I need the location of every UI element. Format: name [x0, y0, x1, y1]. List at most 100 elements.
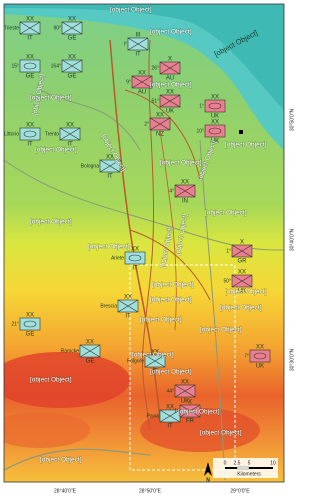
- unit-echelon: XX: [181, 180, 189, 186]
- unit-symbol: [159, 94, 181, 108]
- unit-nation: IT: [135, 52, 141, 58]
- unit-symbol: [127, 37, 149, 51]
- unit-echelon: XX: [151, 350, 159, 356]
- unit-nation: IT: [107, 174, 113, 180]
- unit-name: Ramcke: [61, 348, 80, 354]
- place-name: [object Object]: [150, 29, 192, 36]
- unit-nation: UK: [211, 139, 219, 145]
- unit-nation: GE: [26, 332, 35, 338]
- unit-box: [19, 317, 41, 331]
- unit-echelon: XX: [68, 17, 76, 23]
- unit-nation: AU: [166, 76, 174, 82]
- place-name: [object Object]: [35, 147, 77, 154]
- unit-nation: NZ: [156, 132, 164, 138]
- unit-nation: UK: [181, 399, 189, 405]
- unit-echelon: XX: [131, 247, 139, 253]
- scale-tick-label: 5: [248, 460, 251, 466]
- place-name: [object Object]: [160, 160, 202, 167]
- unit-nation: GE: [68, 74, 77, 80]
- longitude-label: 28°40'0"E: [54, 488, 77, 494]
- unit-echelon: XX: [124, 295, 132, 301]
- unit-symbol: [23, 62, 37, 70]
- place-name: [object Object]: [200, 327, 242, 334]
- unit-box: [124, 251, 146, 265]
- map: XXITTriesteXXGE90°XXGE15°XXGE164°IIIITI°…: [3, 3, 295, 494]
- unit-symbol: [208, 102, 222, 110]
- unit-name: I°: [124, 41, 127, 47]
- unit-name: 10°: [196, 128, 204, 134]
- place-name: [object Object]: [88, 244, 130, 251]
- place-name: [object Object]: [152, 282, 194, 289]
- unit-name: 50°: [223, 278, 231, 284]
- unit-name: 7°: [244, 353, 249, 359]
- unit-echelon: XX: [26, 17, 34, 23]
- unit-name: 21°: [11, 321, 19, 327]
- unit-echelon: XX: [26, 313, 34, 319]
- unit-nation: UK: [238, 289, 246, 295]
- unit-nation: IT: [167, 424, 173, 430]
- unit-symbol: [159, 409, 181, 423]
- place-name: [object Object]: [132, 352, 174, 359]
- unit-box: [19, 59, 41, 73]
- unit-nation: IT: [27, 36, 33, 42]
- unit-symbol: [253, 352, 267, 360]
- place-name: [object Object]: [205, 210, 247, 217]
- unit-box: [204, 124, 226, 138]
- unit-echelon: XX: [26, 55, 34, 61]
- unit-echelon: XX: [156, 113, 164, 119]
- latitude-label: 30°40'0"N: [289, 228, 295, 251]
- place-name: [object Object]: [200, 430, 242, 437]
- unit-nation: UK: [211, 114, 219, 120]
- place-name: [object Object]: [220, 305, 262, 312]
- unit-nation: IN: [182, 199, 188, 205]
- unit-symbol: [131, 75, 153, 89]
- unit-symbol: [117, 299, 139, 313]
- unit-echelon: XX: [211, 95, 219, 101]
- unit-symbol: [61, 59, 83, 73]
- unit-nation: IT: [152, 369, 158, 375]
- scale-tick-label: 2.5: [234, 460, 241, 466]
- unit-name: 2°: [144, 121, 149, 127]
- unit-symbol: [208, 127, 222, 135]
- unit-echelon: XX: [181, 380, 189, 386]
- place-name: [object Object]: [30, 219, 72, 226]
- place-name: [object Object]: [150, 369, 192, 376]
- unit-symbol: [19, 21, 41, 35]
- unit-echelon: XX: [68, 55, 76, 61]
- unit-nation: GR: [238, 259, 248, 265]
- unit-box: [204, 99, 226, 113]
- unit-nation: AU: [138, 90, 146, 96]
- scale-bar: [204, 458, 278, 478]
- unit-name: 90°: [53, 25, 61, 31]
- unit-nation: IT: [132, 266, 138, 272]
- place-name: [object Object]: [225, 289, 267, 296]
- unit-name: 1°: [226, 248, 231, 254]
- unit-name: Bologna: [81, 163, 100, 169]
- unit-symbol: [59, 127, 81, 141]
- unit-name: Ariete: [111, 255, 124, 261]
- unit-symbol: [174, 184, 196, 198]
- unit-echelon: X: [188, 400, 192, 406]
- unit-name: Pavia: [146, 413, 159, 419]
- unit-symbol: [231, 274, 253, 288]
- place-name: [object Object]: [178, 409, 220, 416]
- unit-symbol: [79, 344, 101, 358]
- unit-echelon: XX: [86, 340, 94, 346]
- unit-nation: IT: [125, 314, 131, 320]
- unit-symbol: [174, 384, 196, 398]
- unit-nation: FR: [186, 419, 195, 425]
- unit-echelon: III: [135, 33, 140, 39]
- unit-symbol: [231, 244, 253, 258]
- unit-name: 51°: [151, 98, 159, 104]
- unit-echelon: XX: [66, 123, 74, 129]
- unit-echelon: X: [168, 57, 172, 63]
- unit-echelon: XX: [138, 71, 146, 77]
- unit-name: 44°: [166, 388, 174, 394]
- unit-echelon: XX: [26, 123, 34, 129]
- unit-symbol: [144, 354, 166, 368]
- unit-name: 4°: [169, 188, 174, 194]
- unit-echelon: XX: [166, 405, 174, 411]
- unit-name: 15°: [11, 63, 19, 69]
- unit-echelon: XX: [211, 120, 219, 126]
- unit-symbol: [61, 21, 83, 35]
